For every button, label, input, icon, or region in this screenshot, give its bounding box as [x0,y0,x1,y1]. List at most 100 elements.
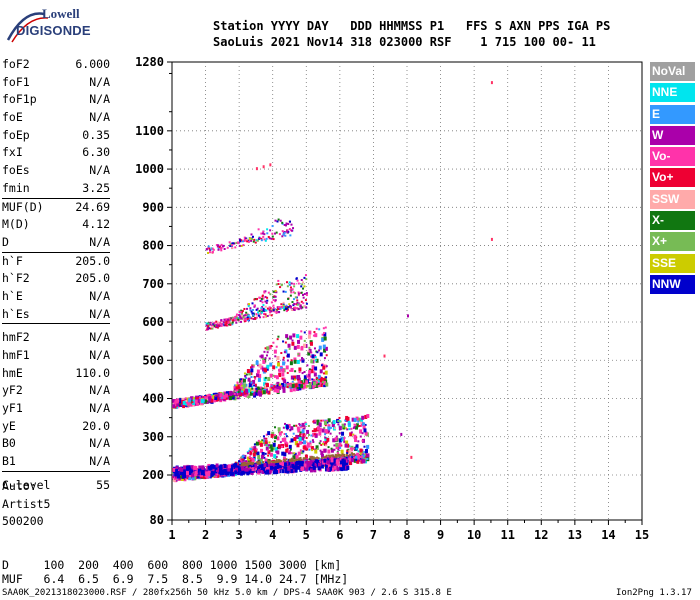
echo-point [345,453,348,456]
echo-point [305,292,308,295]
echo-point [258,309,261,312]
echo-point [186,397,190,402]
echo-point [220,324,223,327]
echo-point [326,460,330,465]
echo-point [332,420,336,425]
echo-point [313,371,316,374]
echo-point [327,426,331,431]
echo-point [294,296,297,299]
echo-point [319,449,322,452]
y-tick-label: 400 [142,392,164,406]
echo-point [226,397,229,400]
echo-point [303,305,306,308]
echo-point [236,463,239,466]
echo-point [254,387,258,392]
echo-point [292,227,295,230]
echo-point [301,281,304,284]
echo-point [194,470,198,475]
echo-point [256,307,259,310]
echo-point [303,331,306,334]
echo-point [251,390,254,393]
y-tick-label: 300 [142,430,164,444]
echo-point [250,381,253,384]
echo-point [274,435,278,440]
echo-point [250,462,253,465]
auto-artist: Artist5 [2,497,51,511]
echo-point [324,465,328,470]
echo-point [218,246,221,249]
echo-point [305,294,308,297]
echo-point [283,379,287,384]
echo-point [282,356,285,359]
echo-point [220,323,223,326]
echo-point [244,394,247,397]
echo-point [308,346,311,349]
echo-point [239,317,242,320]
echo-point [266,296,269,299]
echo-point [248,462,251,465]
echo-point [364,414,368,419]
echo-point [232,395,235,398]
echo-point [237,319,240,322]
echo-point [220,246,223,249]
echo-point [305,467,309,472]
echo-point [297,339,301,344]
echo-point [251,235,254,238]
echo-point [276,450,280,455]
echo-point [264,290,267,293]
echo-point [223,247,226,250]
echo-point [312,432,316,437]
echo-point [263,377,267,382]
echo-point [339,454,342,457]
echo-point [311,378,314,381]
param-value: 6.000 [75,57,110,71]
echo-point [286,383,290,388]
echo-point [269,310,272,313]
legend-item-vo-: Vo+ [650,168,695,188]
echo-point [242,387,245,390]
echo-point [298,423,301,426]
y-tick-label: 200 [142,468,164,482]
echo-point [234,388,237,391]
echo-point [336,452,339,455]
echo-point [254,463,258,468]
echo-point [281,445,284,448]
echo-point [210,247,213,250]
echo-point [285,448,289,453]
echo-point [282,306,285,309]
echo-point [250,448,253,451]
echo-point [296,378,299,381]
echo-point [312,456,315,459]
echo-point [262,165,265,169]
echo-point [271,235,274,238]
echo-point [269,452,273,457]
echo-point [214,324,217,327]
echo-point [325,376,328,379]
echo-point [252,317,255,320]
echo-point [254,376,257,379]
echo-point [296,344,300,349]
echo-point [235,313,238,316]
echo-point [298,459,302,464]
echo-point [301,372,304,375]
echo-point [238,244,241,247]
echo-point [290,223,293,226]
echo-point [261,232,264,235]
echo-point [266,469,270,474]
echo-point [239,462,242,465]
echo-point [311,365,315,370]
echo-point [348,457,352,462]
echo-point [364,449,368,454]
echo-point [285,458,288,461]
echo-point [256,451,260,456]
echo-point [348,449,352,454]
echo-point [298,386,302,391]
echo-point [276,436,280,441]
y-tick-label: 700 [142,277,164,291]
echo-point [318,462,322,467]
echo-point [308,458,311,461]
echo-point [281,368,285,373]
echo-point [314,333,318,338]
echo-point [330,447,333,450]
echo-point [211,325,214,328]
